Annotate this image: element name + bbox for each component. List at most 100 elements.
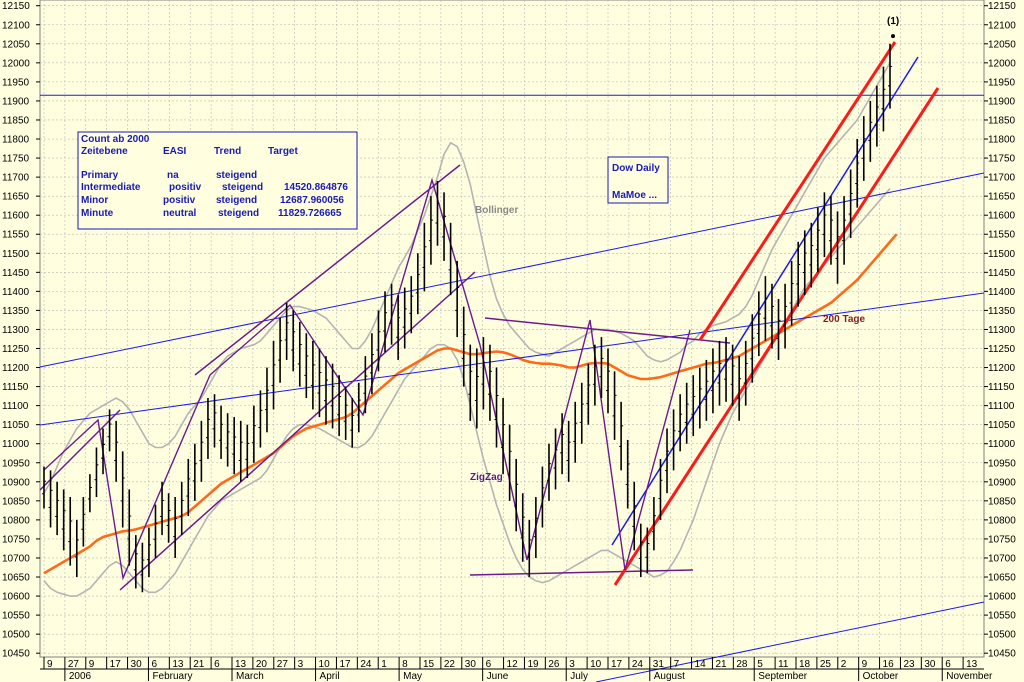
- x-tick-label: 12: [507, 659, 519, 670]
- y-tick-label-right: 11400: [988, 287, 1016, 298]
- ohlc-bar: [232, 417, 237, 475]
- y-tick-label-left: 11550: [2, 230, 30, 241]
- ohlc-bar: [55, 481, 60, 536]
- red-channel-lower: [613, 87, 940, 586]
- ohlc-bar: [861, 116, 866, 181]
- y-tick-label-right: 12100: [988, 20, 1016, 31]
- y-tick-label-left: 10850: [2, 496, 30, 507]
- ohlc-bar: [192, 443, 197, 501]
- month-label: November: [946, 671, 993, 682]
- ohlc-bar: [730, 344, 735, 406]
- x-tick-label: 27: [277, 659, 289, 670]
- month-label: October: [863, 671, 899, 682]
- ohlc-bar: [815, 207, 820, 273]
- x-tick-label: 6: [214, 659, 220, 670]
- ohlc-bar: [579, 382, 584, 444]
- ohlc-bar: [245, 424, 250, 478]
- ohlc-bar: [566, 420, 571, 482]
- ohlc-bar: [310, 340, 315, 410]
- x-tick-label: 9: [89, 659, 95, 670]
- ohlc-bar: [48, 470, 53, 528]
- ohlc-bar: [855, 139, 860, 208]
- ohlc-bar: [586, 363, 591, 425]
- ohlc-bar: [350, 398, 355, 448]
- ohlc-bar: [743, 340, 748, 406]
- ohlc-bar: [94, 447, 99, 498]
- y-tick-label-left: 12150: [2, 1, 30, 12]
- y-tick-label-left: 11000: [2, 439, 30, 450]
- zigzag-label: ZigZag: [470, 472, 503, 483]
- y-tick-label-left: 12050: [2, 39, 30, 50]
- y-tick-label-left: 11500: [2, 249, 30, 260]
- ohlc-bar: [153, 504, 158, 558]
- y-tick-label-left: 11400: [2, 287, 30, 298]
- y-tick-label-right: 11450: [988, 268, 1016, 279]
- ohlc-bar: [665, 428, 670, 494]
- ohlc-bar: [691, 375, 696, 437]
- x-tick-label: 6: [151, 659, 157, 670]
- y-tick-label-left: 10600: [2, 592, 30, 603]
- y-tick-label-left: 12000: [2, 58, 30, 69]
- ohlc-bar: [625, 439, 630, 509]
- y-tick-label-right: 11550: [988, 230, 1016, 241]
- ohlc-bar: [68, 497, 73, 566]
- y-axis-left: 10450 10500 10550 10600 10650 10700 10750 10800…: [2, 1, 40, 660]
- ohlc-bar: [724, 337, 729, 402]
- y-tick-label-left: 10800: [2, 515, 30, 526]
- month-label: August: [654, 671, 685, 682]
- ohlc-bar: [238, 420, 243, 482]
- ohlc-bar: [828, 196, 833, 265]
- info-row-intermediate-level: Intermediate: [81, 182, 141, 193]
- y-tick-label-left: 10500: [2, 630, 30, 641]
- y-tick-label-right: 10700: [988, 553, 1016, 564]
- ohlc-bar: [225, 413, 230, 467]
- ohlc-bar: [487, 344, 492, 421]
- ohlc-bar: [514, 458, 519, 532]
- y-tick-label-right: 12050: [988, 39, 1016, 50]
- ohlc-bar: [638, 523, 643, 578]
- x-tick-label: 1: [381, 659, 387, 670]
- y-tick-label-right: 11750: [988, 154, 1016, 165]
- ohlc-bar: [842, 196, 847, 265]
- y-tick-label-right: 11300: [988, 325, 1016, 336]
- ohlc-bar: [422, 222, 427, 292]
- title-box-frame: [607, 156, 669, 204]
- ohlc-bar: [297, 321, 302, 387]
- x-tick-label: 2: [841, 659, 847, 670]
- x-tick-label: 26: [548, 659, 560, 670]
- y-tick-label-right: 10650: [988, 573, 1016, 584]
- y-tick-label-right: 12150: [988, 1, 1016, 12]
- y-tick-label-right: 11150: [988, 382, 1015, 393]
- ohlc-bar: [81, 497, 86, 547]
- ohlc-bar: [868, 100, 873, 162]
- y-tick-label-right: 10800: [988, 515, 1016, 526]
- ohlc-bar: [835, 211, 840, 284]
- ohlc-bar: [317, 348, 322, 418]
- info-row-minor-target: 12687.960056: [280, 195, 344, 206]
- ohlc-bar: [133, 535, 138, 589]
- x-tick-label: 22: [444, 659, 456, 670]
- y-tick-label-left: 10550: [2, 611, 30, 622]
- x-tick-label: 28: [736, 659, 748, 670]
- bollinger-lower: [43, 187, 891, 597]
- ohlc-bars: [42, 34, 895, 593]
- y-tick-label-right: 11100: [988, 401, 1015, 412]
- plot-frame: [39, 0, 985, 658]
- ohlc-bar: [199, 420, 204, 482]
- ohlc-bar: [363, 356, 368, 414]
- info-row-minute-trend: steigend: [218, 208, 259, 219]
- ohlc-bar: [737, 356, 742, 421]
- ohlc-bar: [356, 382, 361, 433]
- y-tick-label-left: 11700: [2, 173, 30, 184]
- info-row-minor-level: Minor: [81, 195, 108, 206]
- chart-subtitle: MaMoe ...: [612, 190, 657, 201]
- ohlc-bar: [684, 382, 689, 444]
- y-tick-label-left: 11950: [2, 77, 30, 88]
- x-tick-label: 8: [402, 659, 408, 670]
- ohlc-bar: [822, 192, 827, 258]
- ohlc-bar: [42, 466, 46, 509]
- ohlc-bar: [101, 428, 106, 475]
- month-label: July: [570, 671, 588, 682]
- x-tick-label: 3: [569, 659, 575, 670]
